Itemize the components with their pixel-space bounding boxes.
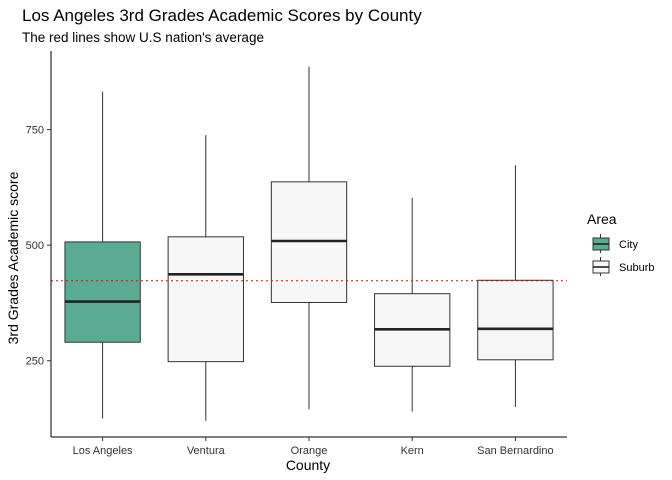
box-san-bernardino [477, 165, 554, 407]
x-tick-label: Ventura [187, 445, 226, 457]
box-body [477, 279, 554, 361]
y-tick-label: 250 [26, 356, 44, 368]
legend: Area City Suburb [587, 211, 654, 276]
legend-title: Area [587, 211, 617, 227]
boxes [51, 66, 567, 421]
box-kern [374, 198, 451, 412]
x-tick-label: Kern [401, 445, 424, 457]
x-tick-label: Orange [291, 445, 328, 457]
y-axis-ticks: 250 500 750 [26, 125, 51, 368]
chart-subtitle: The red lines show U.S nation's average [22, 30, 264, 45]
box-los-angeles [64, 91, 141, 419]
y-tick-label: 500 [26, 240, 44, 252]
x-tick-label: San Bernardino [477, 445, 553, 457]
chart-title: Los Angeles 3rd Grades Academic Scores b… [22, 6, 422, 25]
y-axis-title: 3rd Grades Academic score [5, 171, 21, 344]
legend-entry-suburb: Suburb [592, 257, 654, 276]
x-tick-label: Los Angeles [73, 445, 133, 457]
x-axis-ticks: Los Angeles Ventura Orange Kern San Bernardi… [73, 437, 554, 457]
box-ventura [167, 135, 244, 421]
legend-entry-city: City [592, 234, 638, 253]
box-body [64, 241, 141, 343]
legend-label: City [619, 239, 638, 251]
box-orange [270, 66, 348, 410]
x-axis-title: County [286, 457, 330, 473]
box-body [167, 236, 244, 363]
legend-label: Suburb [619, 262, 654, 274]
y-tick-label: 750 [26, 125, 44, 137]
